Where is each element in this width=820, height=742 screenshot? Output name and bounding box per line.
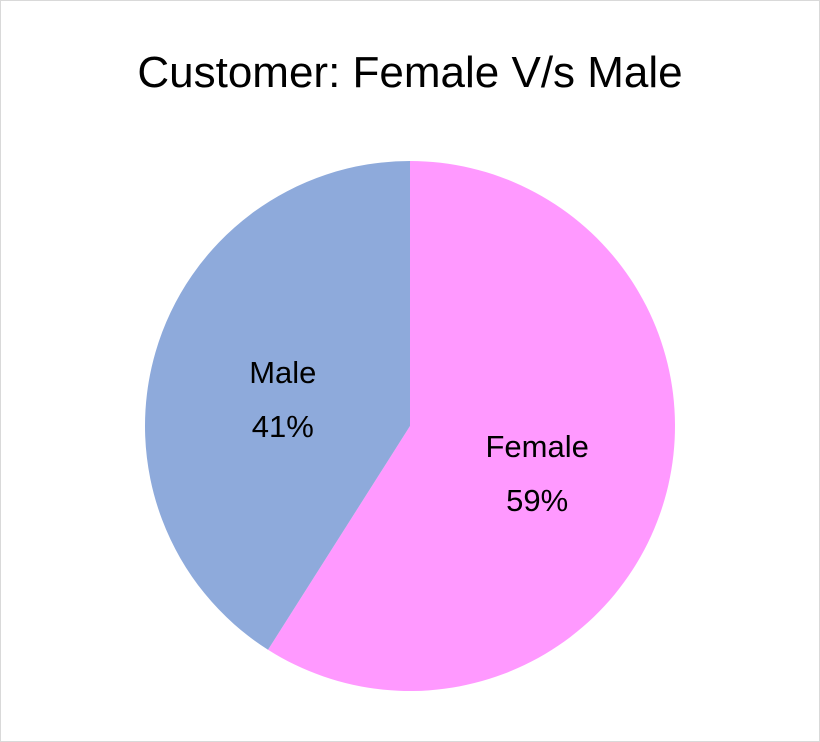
pie-slices [144,161,675,691]
pie-slice-female [268,161,675,691]
data-label-female-name: Female [486,429,589,464]
chart-title: Customer: Female V/s Male [137,48,683,97]
data-label-male-percent: 41% [252,409,314,444]
data-label-male-name: Male [249,355,316,390]
pie-slice-male [144,161,410,650]
pie-data-labels: Female 59% Male 41% [249,355,589,518]
data-label-female-percent: 59% [506,483,568,518]
